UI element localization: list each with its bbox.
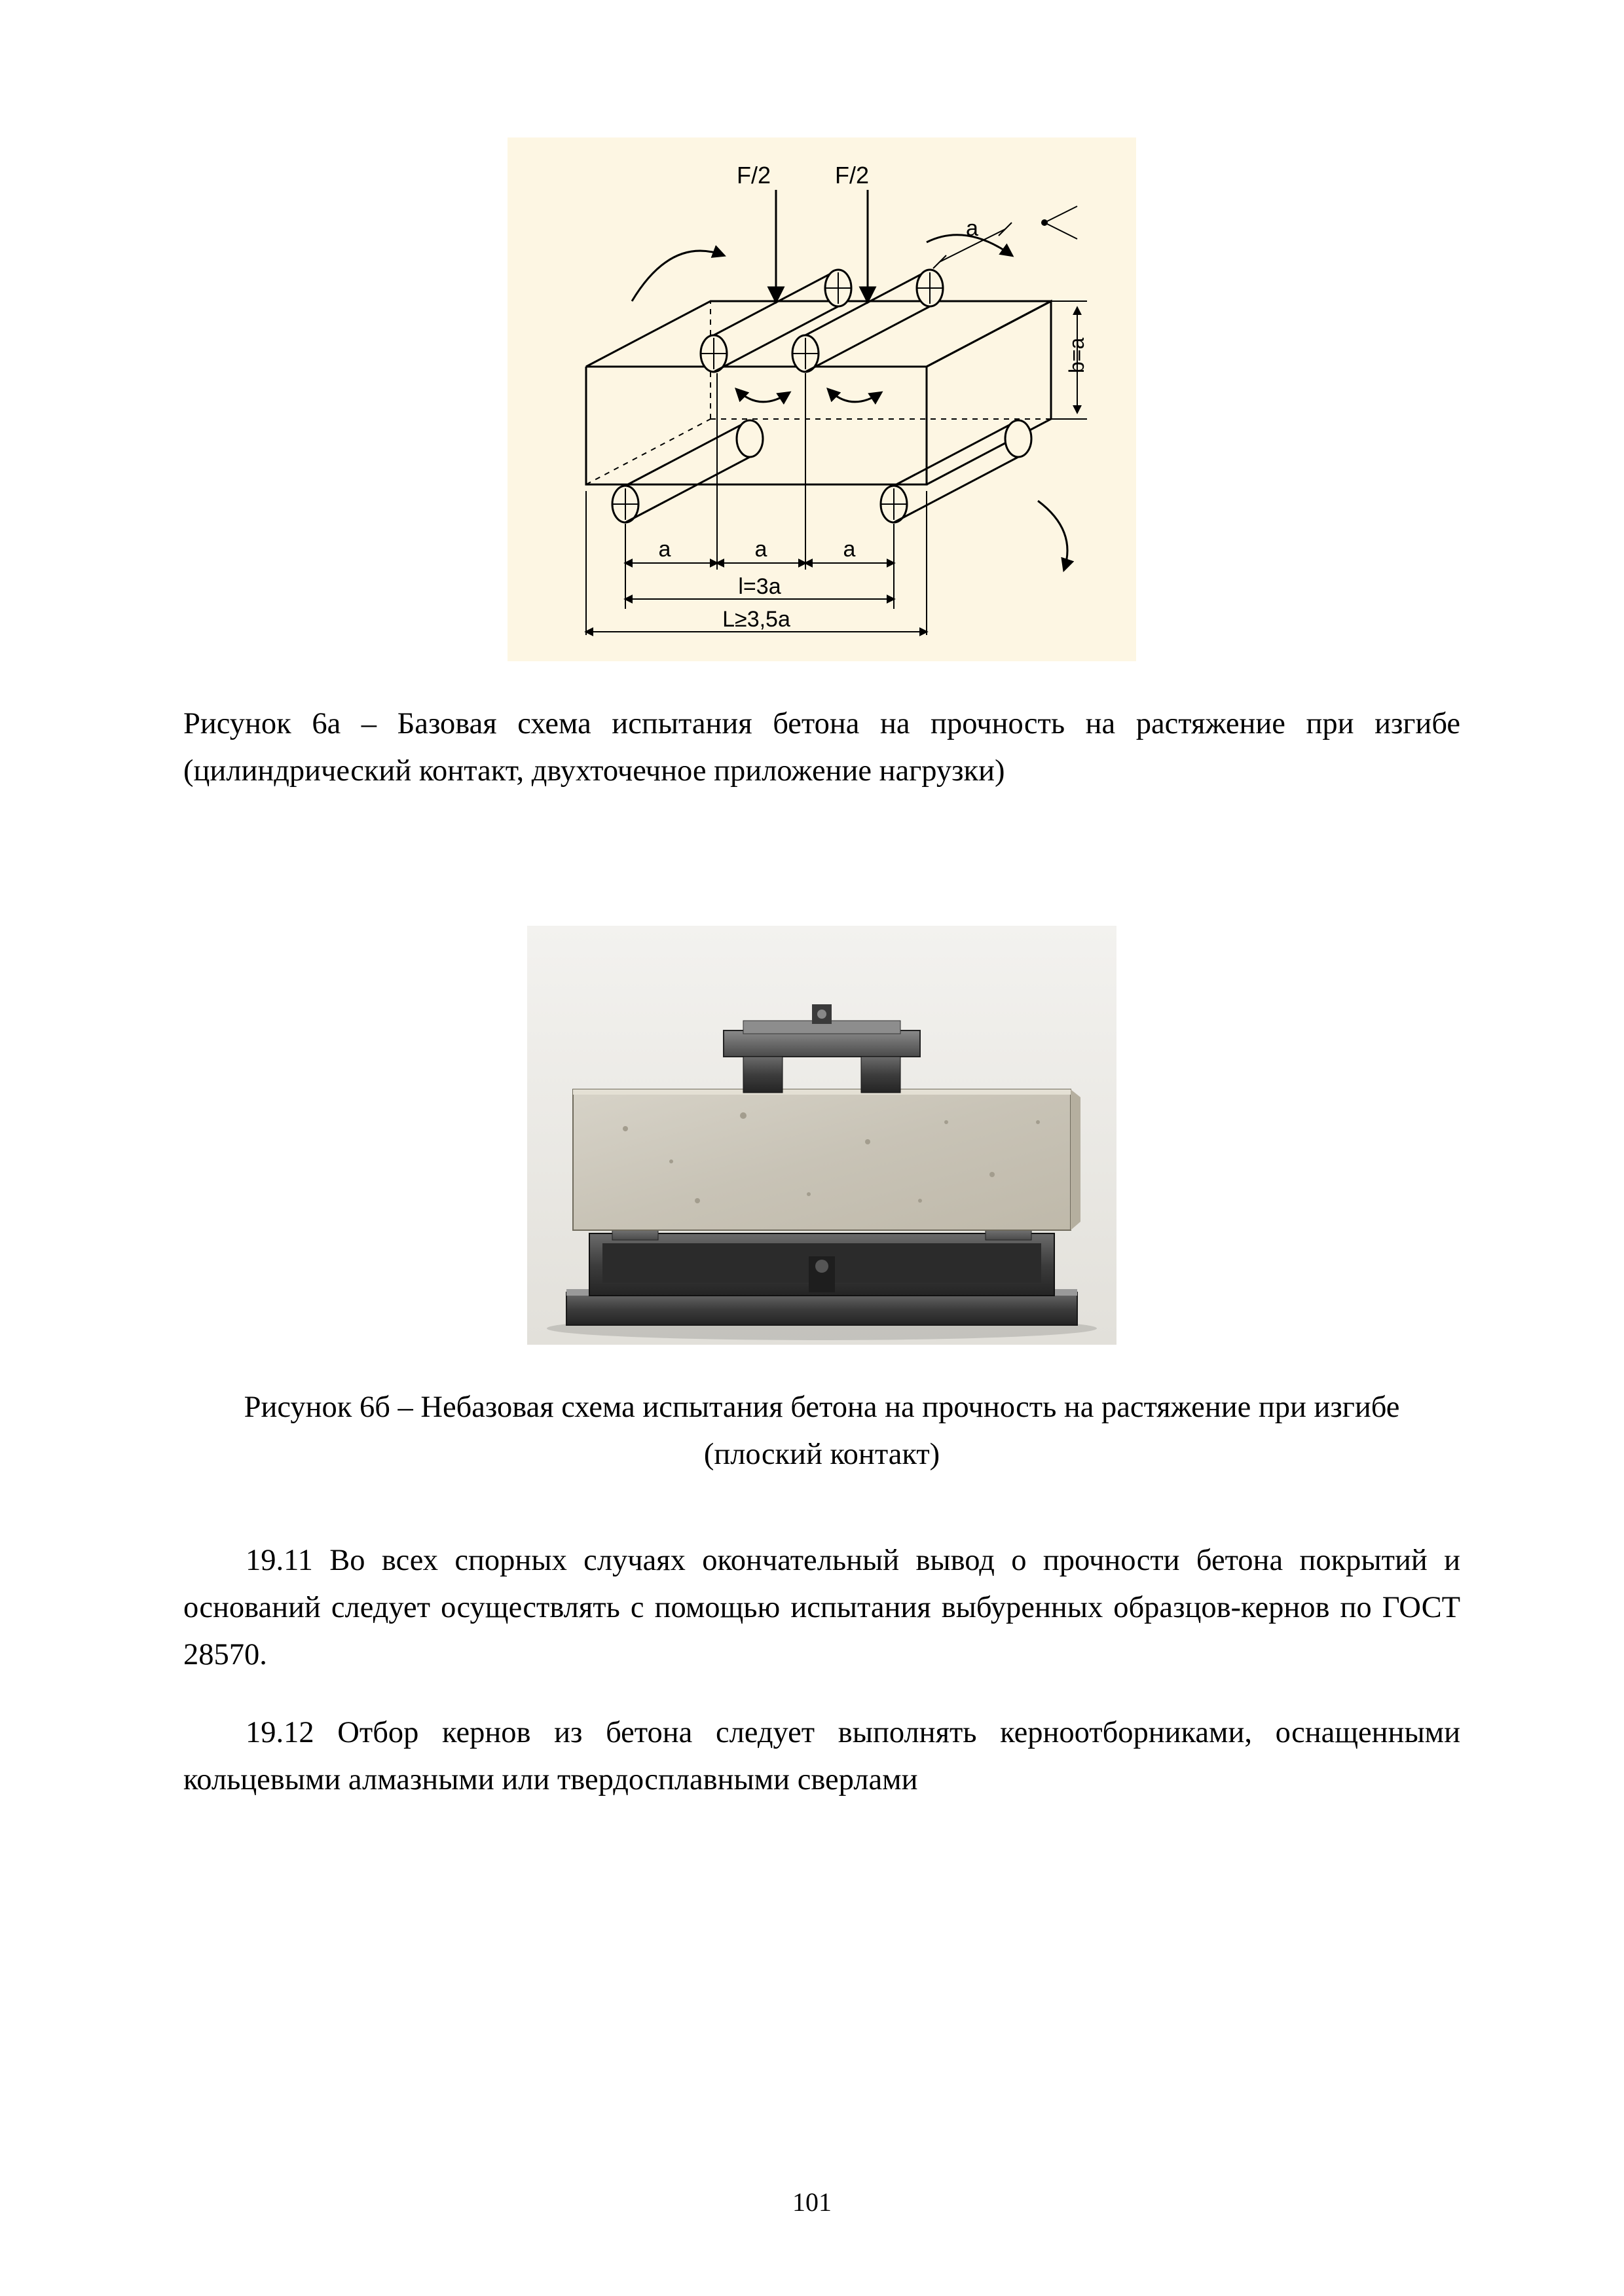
paragraph-19-11: 19.11 Во всех спорных случаях окончатель…: [183, 1537, 1460, 1679]
document-page: F/2 F/2 a: [0, 0, 1624, 2296]
figure-6b-photo: [527, 926, 1116, 1345]
label-L-ge-35a: L≥3,5a: [722, 607, 790, 632]
figure-6b-caption: Рисунок 6б – Небазовая схема испытания б…: [183, 1384, 1460, 1478]
label-a3: a: [843, 537, 856, 562]
figure-6a-diagram: F/2 F/2 a: [507, 137, 1136, 661]
label-a2: a: [755, 537, 767, 562]
label-l-eq-3a: l=3a: [738, 574, 781, 599]
label-F-left: F/2: [737, 162, 771, 189]
figure-6a-wrap: F/2 F/2 a: [183, 137, 1460, 661]
figure-6a-caption: Рисунок 6а – Базовая схема испытания бет…: [183, 701, 1460, 795]
label-b-eq-a: b=a: [1065, 338, 1088, 373]
paragraph-19-12: 19.12 Отбор кернов из бетона следует вып…: [183, 1709, 1460, 1804]
label-F-right: F/2: [835, 162, 869, 189]
figure-6b-wrap: [183, 926, 1460, 1345]
page-number: 101: [0, 2187, 1624, 2217]
label-a1: a: [659, 537, 671, 562]
label-a-top: a: [966, 216, 978, 241]
